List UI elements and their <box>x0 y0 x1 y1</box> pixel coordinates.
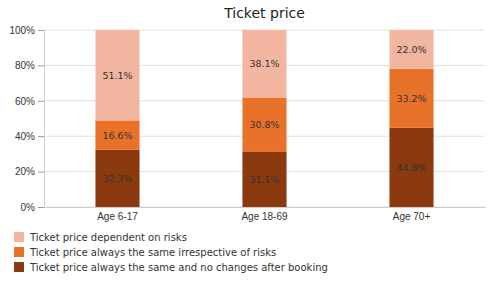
y-axis-line <box>44 31 45 208</box>
y-tick-label: 60% <box>15 96 35 107</box>
x-tick-label: Age 6-17 <box>97 211 138 222</box>
y-tick-label: 20% <box>15 166 35 177</box>
y-axis: 0% 20% 40% 60% 80% 100% <box>9 25 44 213</box>
data-label: 51.1% <box>102 70 132 81</box>
y-tick: 20% <box>15 166 44 177</box>
data-labels: 32.3% 31.1% 44.8% 16.6% 30.8% 33.2% 51.1% 38.1%… <box>102 44 426 185</box>
data-label: 22.0% <box>396 44 426 55</box>
legend-label: Ticket price always the same and no chan… <box>29 262 328 273</box>
legend: Ticket price dependent on risks Ticket pr… <box>14 232 328 273</box>
y-tick: 60% <box>15 96 44 107</box>
y-tick-label: 100% <box>9 25 35 36</box>
y-tick-mark <box>38 101 44 102</box>
x-axis-line <box>45 207 486 208</box>
y-tick-label: 40% <box>15 131 35 142</box>
chart-title: Ticket price <box>223 5 305 21</box>
legend-swatch <box>14 262 24 272</box>
y-tick: 100% <box>9 25 44 36</box>
bars <box>95 30 433 207</box>
y-tick-label: 0% <box>21 202 36 213</box>
y-tick: 40% <box>15 131 44 142</box>
x-tick: Age 70+ <box>393 211 431 222</box>
legend-swatch <box>14 247 24 257</box>
data-label: 32.3% <box>102 173 132 184</box>
y-tick-mark <box>38 136 44 137</box>
bar <box>389 128 433 207</box>
bar <box>242 30 286 97</box>
data-label: 31.1% <box>249 174 279 185</box>
data-label: 38.1% <box>249 58 279 69</box>
y-tick-mark <box>38 30 44 31</box>
legend-label: Ticket price always the same irrespectiv… <box>29 247 276 258</box>
y-tick-mark <box>38 65 44 66</box>
data-label: 33.2% <box>396 93 426 104</box>
bar-series <box>95 30 433 120</box>
y-tick: 0% <box>21 202 44 213</box>
y-tick-label: 80% <box>15 60 35 71</box>
bar <box>242 97 286 152</box>
bar <box>242 152 286 207</box>
data-label: 30.8% <box>249 119 279 130</box>
x-tick: Age 18-69 <box>241 211 288 222</box>
x-tick-label: Age 18-69 <box>241 211 288 222</box>
legend-label: Ticket price dependent on risks <box>29 232 187 243</box>
legend-item: Ticket price always the same and no chan… <box>14 262 328 273</box>
data-label: 16.6% <box>102 130 132 141</box>
bar <box>389 69 433 128</box>
grid <box>44 30 485 207</box>
bar <box>95 30 139 120</box>
legend-item: Ticket price dependent on risks <box>14 232 187 243</box>
legend-item: Ticket price always the same irrespectiv… <box>14 247 276 258</box>
bar <box>95 120 139 149</box>
data-label: 44.8% <box>396 162 426 173</box>
x-axis: Age 6-17 Age 18-69 Age 70+ <box>45 208 486 223</box>
y-tick-mark <box>38 207 44 208</box>
y-tick: 80% <box>15 60 44 71</box>
bar <box>95 150 139 207</box>
x-tick: Age 6-17 <box>97 211 138 222</box>
chart-svg: Ticket price 32.3% 31.1% 44.8% 16.6% 30.8% 33.… <box>0 0 500 287</box>
chart-container: Ticket price 32.3% 31.1% 44.8% 16.6% 30.8% 33.… <box>0 0 500 287</box>
legend-swatch <box>14 232 24 242</box>
plot-area: 32.3% 31.1% 44.8% 16.6% 30.8% 33.2% 51.1% 38.1%… <box>9 25 485 222</box>
y-tick-mark <box>38 172 44 173</box>
x-tick-label: Age 70+ <box>393 211 431 222</box>
bar <box>389 30 433 69</box>
